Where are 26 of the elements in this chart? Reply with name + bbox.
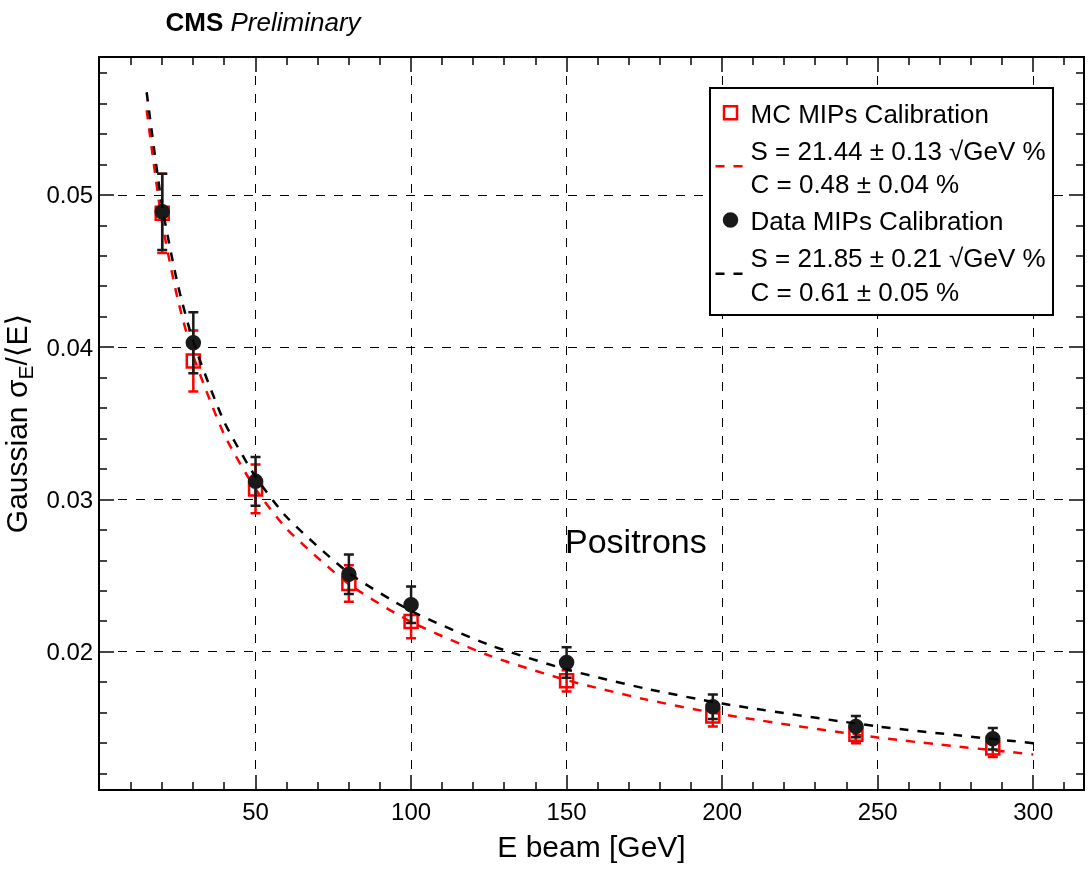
point [705, 699, 721, 715]
point [247, 473, 264, 490]
x-tick-label: 100 [391, 797, 432, 825]
x-tick-label: 300 [1013, 797, 1054, 825]
legend-label: S = 21.44 ± 0.13 √GeV % C = 0.48 ± 0.04 % [750, 135, 1046, 200]
x-tick-label: 250 [857, 797, 898, 825]
annotation: Positrons [565, 522, 707, 560]
point [848, 718, 864, 735]
point [403, 596, 419, 613]
chart-title: CMS [165, 7, 224, 38]
point [558, 654, 575, 671]
x-axis-title: E beam [GeV] [497, 829, 686, 863]
point [705, 708, 721, 724]
y-tick-label: 0.03 [46, 486, 94, 514]
y-tick-label: 0.04 [46, 333, 94, 361]
y-tick-label: 0.05 [46, 181, 94, 209]
legend-label: MC MIPs Calibration [750, 98, 989, 129]
y-tick-label: 0.02 [46, 638, 94, 666]
x-tick-label: 200 [702, 797, 743, 825]
point [341, 566, 357, 583]
x-tick-label: 50 [242, 797, 269, 825]
chart-subtitle: Preliminary [230, 7, 363, 38]
x-tick-label: 150 [546, 797, 587, 825]
legend-label: S = 21.85 ± 0.21 √GeV % C = 0.61 ± 0.05 % [750, 242, 1046, 307]
legend-label: Data MIPs Calibration [750, 206, 1004, 237]
point [558, 673, 575, 689]
